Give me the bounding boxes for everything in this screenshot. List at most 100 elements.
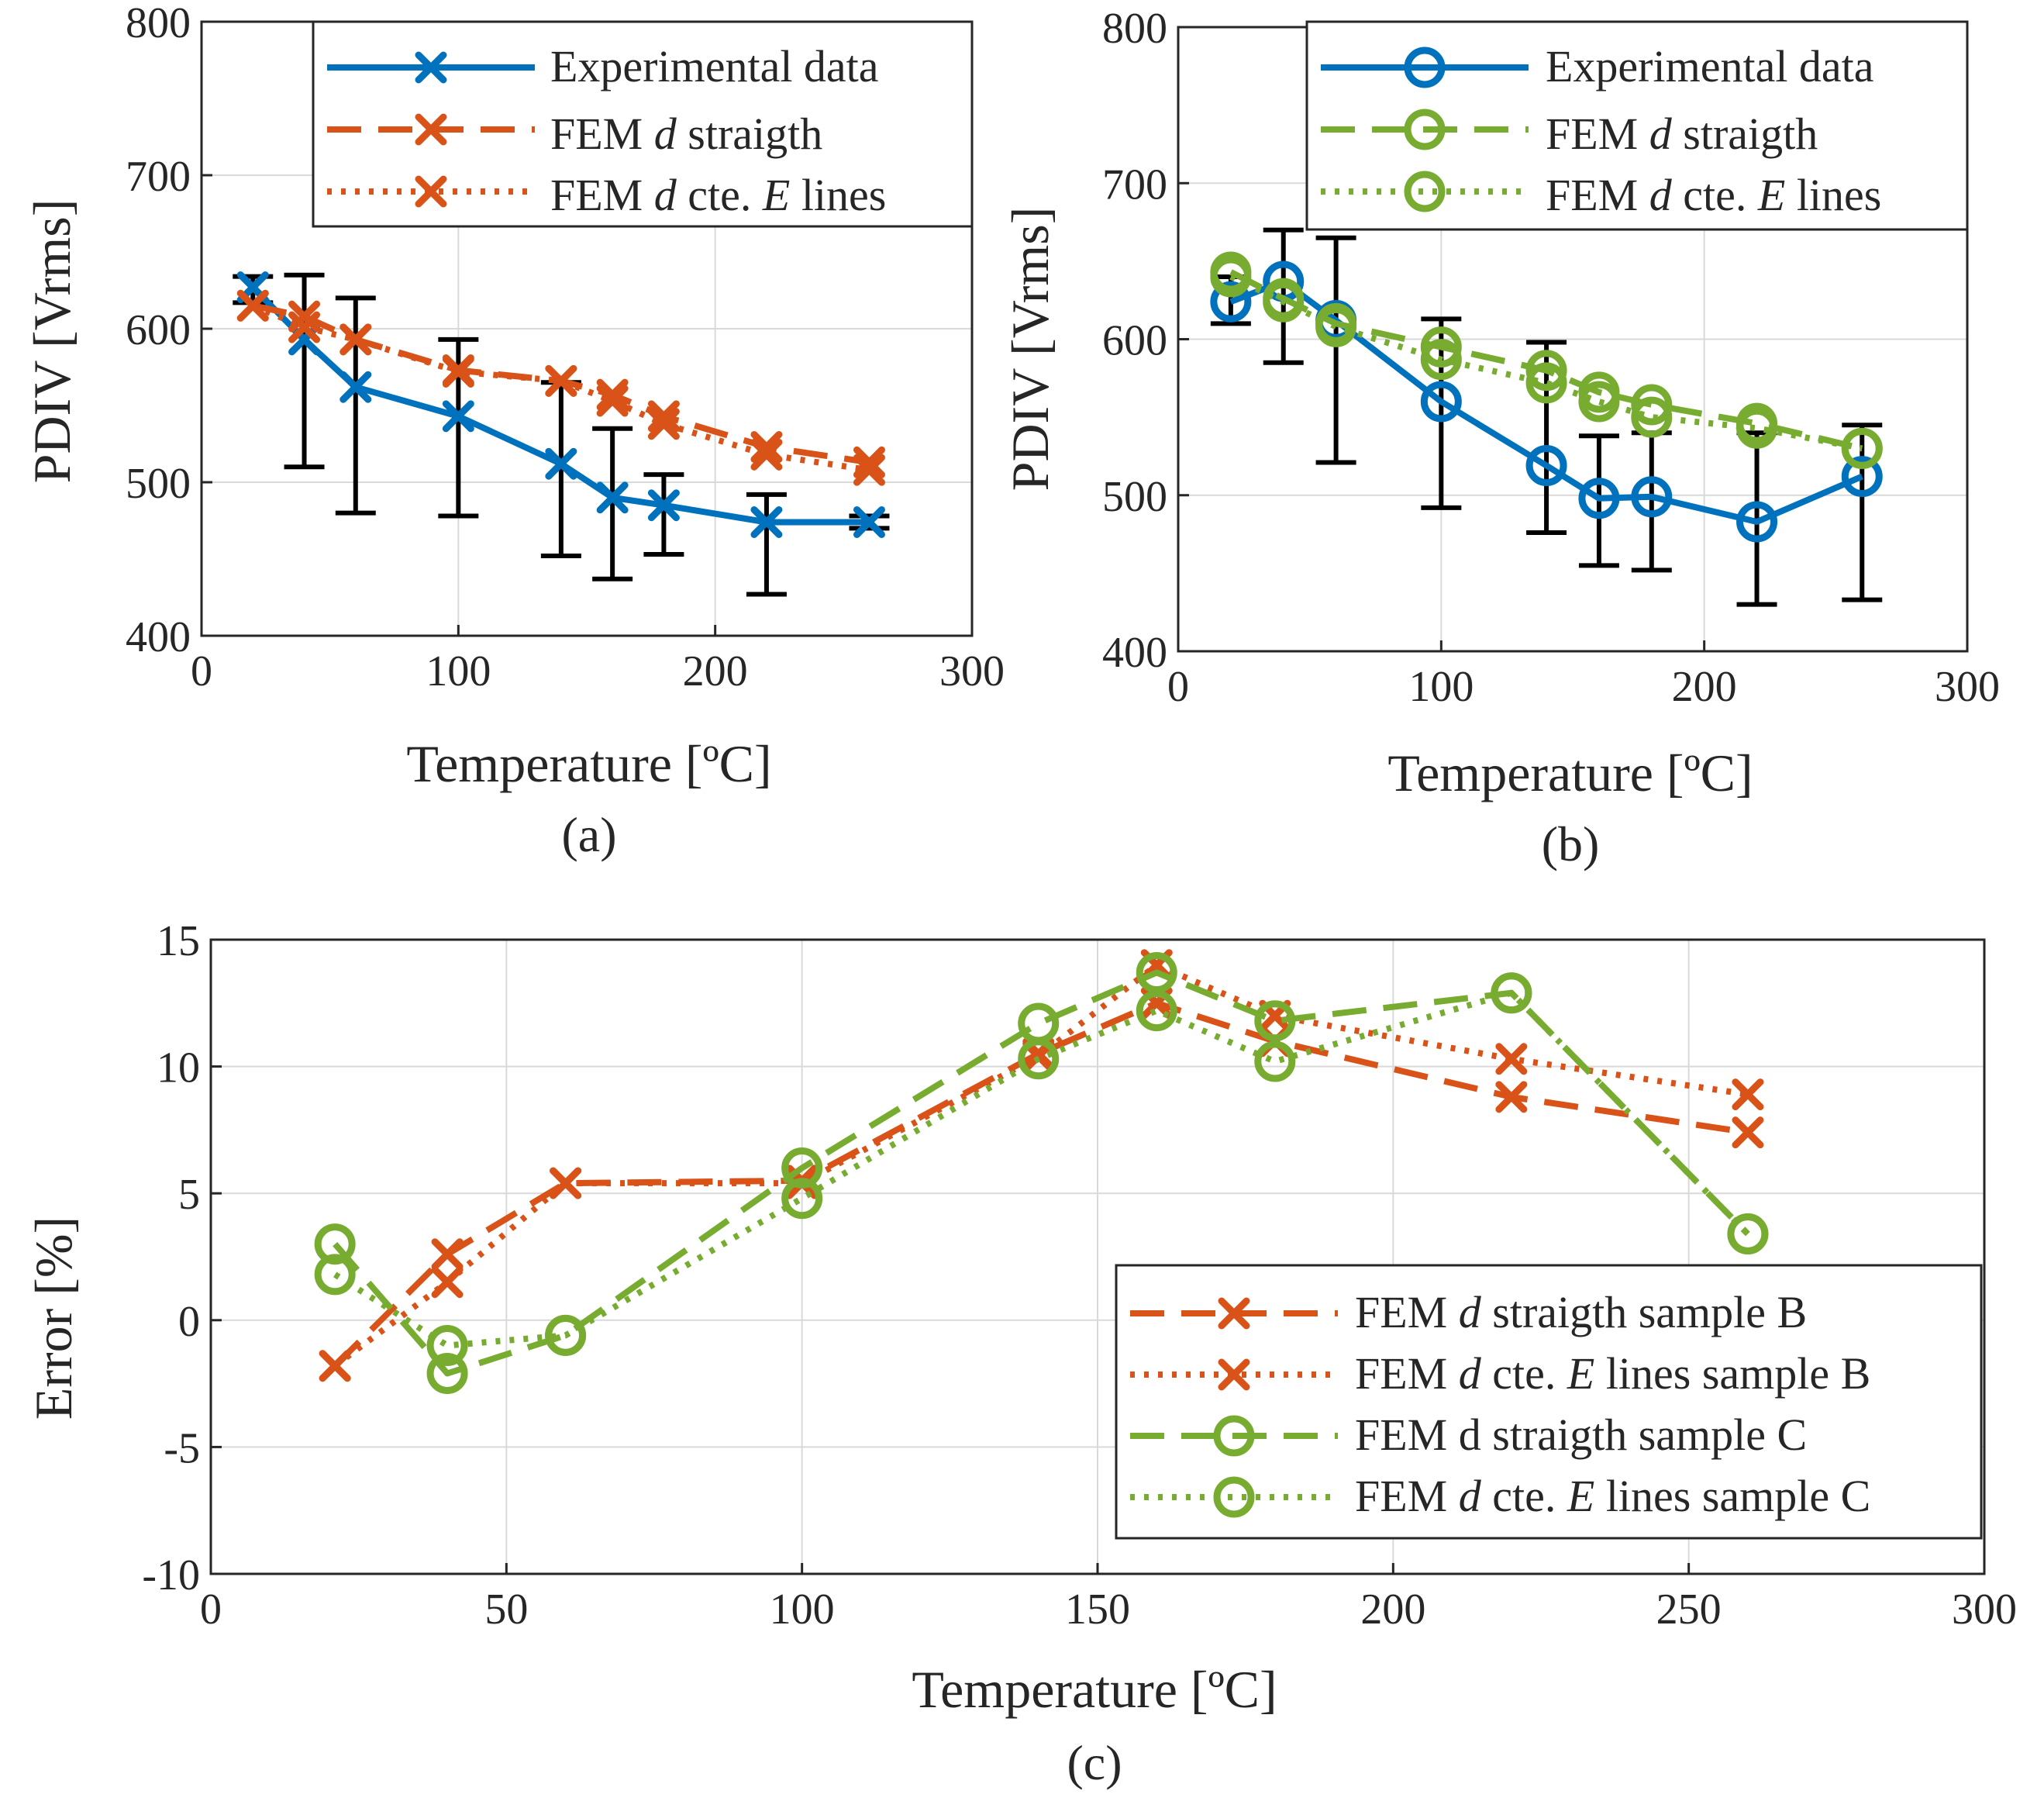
panel-c-ylabel: Error [%] xyxy=(24,1216,83,1420)
panel-a-ytick-label-1: 500 xyxy=(126,460,191,508)
panel-a-series-1-point-8-stroke-2 xyxy=(853,446,885,478)
panel-c-series-3-line xyxy=(333,989,1750,1349)
panel-a-xtick-label-2: 200 xyxy=(683,647,748,695)
panel-a-series-2-point-8-stroke-2 xyxy=(853,454,885,486)
panel-a-series-2-point-5 xyxy=(596,385,629,417)
panel-a-legend-marker-2-stroke-2 xyxy=(415,175,447,208)
legend-a-experimental: Experimental data xyxy=(550,41,879,91)
panel-b-errorbar-8 xyxy=(1842,423,1883,602)
panel-b-legend: Experimental data FEM d straigth FEM d c… xyxy=(1305,20,1969,231)
panel-a-series-0-point-7 xyxy=(750,505,783,538)
panel-b-xtick-label-2: 200 xyxy=(1672,663,1737,711)
panel-a-series-2-point-2-stroke-2 xyxy=(340,323,372,356)
legend-b-fem-cte-e-lines: FEM d cte. E lines xyxy=(1546,170,1881,220)
panel-c-series-0-point-7-stroke-2 xyxy=(1495,1081,1528,1113)
panel-a-xtick-label-1: 100 xyxy=(426,647,491,695)
panel-a-legend: Experimental data FEM d straigth FEM d c… xyxy=(312,20,974,228)
panel-c-series-3-point-0 xyxy=(314,1254,356,1296)
panel-a-errorbar-7 xyxy=(746,492,787,597)
panel-b-series-2 xyxy=(1210,256,1883,469)
panel-c-ytick-label-2: 0 xyxy=(178,1298,200,1346)
panel-b-caption: (b) xyxy=(1542,816,1600,871)
panel-a-series-2-point-0-stroke-2 xyxy=(236,289,269,322)
panel-b-series-2-point-5 xyxy=(1578,381,1620,423)
panel-a-series-2-point-0 xyxy=(236,289,269,322)
panel-c-series-0-point-1 xyxy=(431,1238,464,1271)
panel-a-series-2-point-3-stroke-2 xyxy=(442,355,474,388)
panel-a-ytick-label-0: 400 xyxy=(126,613,191,661)
panel-b-series-2-point-6 xyxy=(1631,396,1673,438)
legend-c-fem-straigth-b: FEM d straigth sample B xyxy=(1355,1287,1807,1337)
panel-a-series-0-point-4-stroke-2 xyxy=(545,447,577,480)
panel-b-ytick-label-1: 500 xyxy=(1102,473,1167,521)
panel-c-series-0-point-1-stroke-2 xyxy=(431,1238,464,1271)
panel-a-series-0-point-2-stroke-2 xyxy=(340,371,372,403)
panel-b-series-1-point-3 xyxy=(1420,326,1462,368)
panel-a-series-2-point-2 xyxy=(340,323,372,356)
panel-a-series-2-point-6 xyxy=(647,408,680,440)
panel-a-series-1-point-6 xyxy=(647,400,680,433)
panel-a-errorbar-1 xyxy=(284,272,325,470)
panel-a-series-0-point-6-stroke-2 xyxy=(647,489,680,522)
legend-c-fem-straigth-c: FEM d straigth sample C xyxy=(1355,1409,1807,1460)
panel-c-series-0-point-8-stroke-2 xyxy=(1732,1116,1764,1149)
legend-a-fem-cte-e-lines: FEM d cte. E lines xyxy=(550,170,886,220)
panel-a-series-2-point-7-stroke-2 xyxy=(750,438,783,471)
panel-c-series-2-line xyxy=(333,969,1750,1377)
panel-a-legend-marker-1-stroke-2 xyxy=(415,113,447,146)
panel-c-series-3-point-1 xyxy=(426,1325,468,1367)
panel-c-series-1-point-1-stroke-2 xyxy=(431,1266,464,1299)
panel-a-series-2-point-1-stroke-2 xyxy=(288,311,321,343)
panel-a-series-0-point-2 xyxy=(340,371,372,403)
panel-c-series-3 xyxy=(314,972,1769,1367)
panel-b-series-0-point-3 xyxy=(1420,381,1462,423)
panel-b-series-0-point-4 xyxy=(1525,445,1567,487)
panel-c-series-2-point-6 xyxy=(1254,1000,1296,1042)
panel-c: 0 50 100 150 200 250 300 -10 -5 0 5 10 15 Temperatu… xyxy=(24,917,2017,1790)
panel-a-ytick-label-2: 600 xyxy=(126,306,191,354)
panel-c-ytick-label-3: 5 xyxy=(178,1171,200,1219)
panel-c-legend-marker-3 xyxy=(1213,1476,1255,1518)
panel-b-series-0-point-8 xyxy=(1841,456,1883,498)
panel-a-series-0-point-5-stroke-2 xyxy=(596,481,629,514)
panel-c-series-3-point-3 xyxy=(781,1178,823,1220)
panel-b-series-0-point-0 xyxy=(1210,281,1252,323)
panel-b-series-2-point-8 xyxy=(1841,427,1883,469)
panel-c-legend-marker-1 xyxy=(1218,1358,1250,1391)
panel-b-ytick-label-2: 600 xyxy=(1102,317,1167,365)
panel-c-xtick-label-1: 50 xyxy=(484,1585,528,1634)
panel-a-errorbar-6 xyxy=(643,472,684,557)
panel-a-series-0-point-5 xyxy=(596,481,629,514)
panel-c-ytick-label-4: 10 xyxy=(157,1044,200,1092)
panel-b-xtick-label-0: 0 xyxy=(1167,663,1189,711)
panel-b-xlabel: Temperature [ºC] xyxy=(1387,744,1753,802)
panel-c-series-2-point-1 xyxy=(426,1353,468,1395)
panel-c-xtick-label-5: 250 xyxy=(1656,1585,1722,1634)
panel-c-legend-marker-0 xyxy=(1218,1297,1250,1330)
panel-a-series-0-point-4 xyxy=(545,447,577,480)
panel-b-series-2-point-1 xyxy=(1263,281,1305,323)
panel-b-ytick-label-0: 400 xyxy=(1102,629,1167,677)
panel-c-series-0-point-8 xyxy=(1732,1116,1764,1149)
panel-a-series-1-point-5 xyxy=(596,378,629,411)
panel-a-series-2-point-3 xyxy=(442,355,474,388)
panel-a-series-2-point-6-stroke-2 xyxy=(647,408,680,440)
panel-b-errorbar-2 xyxy=(1315,235,1356,465)
panel-b-series-0-point-7 xyxy=(1736,501,1778,543)
panel-c-legend-marker-0-stroke-2 xyxy=(1218,1297,1250,1330)
panel-c-series-1-point-1 xyxy=(431,1266,464,1299)
panel-a-legend-marker-2 xyxy=(415,175,447,208)
panel-c-series-1 xyxy=(319,949,1764,1382)
panel-a-errorbar-2 xyxy=(335,295,376,516)
panel-a-series-1-point-8 xyxy=(853,446,885,478)
panel-c-ytick-label-0: -10 xyxy=(142,1551,200,1599)
panel-c-xtick-label-2: 100 xyxy=(770,1585,835,1634)
panel-c-series-1-point-7 xyxy=(1495,1043,1528,1075)
panel-a-series-0-point-8 xyxy=(853,505,885,538)
panel-a-series-0-point-3 xyxy=(442,400,474,433)
panel-b-errorbar-4 xyxy=(1526,340,1567,536)
panel-b-legend-marker-0 xyxy=(1404,47,1446,88)
panel-b-series-2-point-7 xyxy=(1736,407,1778,449)
panel-b-series-2-point-2 xyxy=(1315,305,1357,347)
panel-c-series-1-point-0 xyxy=(319,1350,351,1382)
